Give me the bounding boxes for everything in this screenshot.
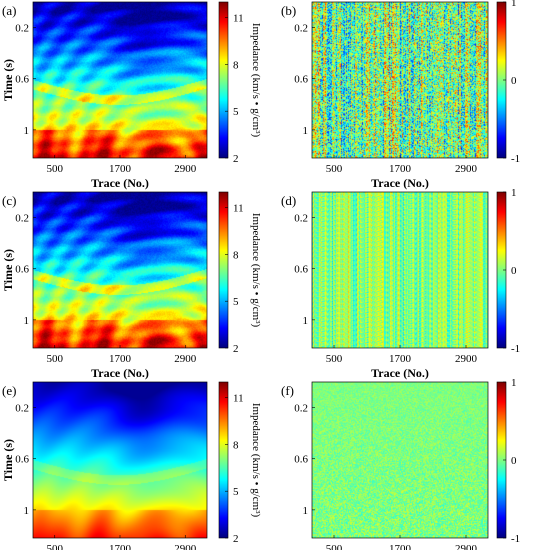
colorbar-4: [219, 382, 228, 538]
colorbar-tick-label: 11: [233, 203, 244, 215]
x-tick-label: 2900: [455, 163, 478, 175]
colorbar-tick-label: 8: [233, 439, 239, 451]
panel-c: (c) 500 1700 2900 0.2 0.6 1 Trace (No.) Time (s): [1, 191, 208, 380]
panel-label: (a): [2, 3, 16, 18]
colorbar-tick-label: 0: [511, 75, 517, 87]
colorbar-tick-label: 5: [233, 106, 239, 118]
panel-b: (b) 500 1700 2900 0.2 0.6 1 Trace (No.): [281, 1, 489, 190]
panel-label: (b): [281, 3, 296, 18]
colorbar-label: Impedance (km/s • g/cm³): [250, 213, 262, 328]
heatmap-image: [33, 2, 207, 158]
panel-label: (d): [281, 193, 296, 208]
colorbar-tick-label: 11: [233, 13, 244, 25]
x-tick-label: 500: [47, 163, 64, 175]
y-tick-label: 1: [303, 505, 309, 517]
y-axis-label: Time (s): [1, 249, 15, 291]
colorbar-tick-label: -1: [511, 533, 520, 545]
y-tick-label: 1: [303, 315, 309, 327]
x-tick-label: 500: [326, 163, 343, 175]
heatmap-image: [33, 192, 207, 348]
colorbar-frame: [218, 381, 229, 539]
panel-d: (d) 500 1700 2900 0.2 0.6 1 Trace (No.): [281, 191, 489, 380]
colorbar-tick-label: -1: [511, 153, 520, 165]
heatmap-image: [33, 382, 207, 538]
x-tick-label: 500: [326, 353, 343, 365]
y-tick-label: 0.6: [15, 264, 29, 276]
y-tick-label: 1: [303, 125, 309, 137]
x-tick-label: 1700: [389, 353, 412, 365]
x-tick-label: 2900: [174, 543, 197, 550]
colorbar-tick-label: 8: [233, 249, 239, 261]
colorbar-tick-label: 0: [511, 455, 517, 467]
y-tick-label: 0.2: [15, 213, 29, 225]
colorbar-5: [497, 382, 506, 538]
colorbar-0: [219, 2, 228, 158]
y-tick-label: 0.2: [294, 403, 308, 415]
colorbar-tick-label: 0: [511, 265, 517, 277]
y-tick-label: 0.2: [15, 403, 29, 415]
y-tick-label: 0.2: [15, 23, 29, 35]
colorbar-frame: [218, 191, 229, 349]
y-axis-label: Time (s): [1, 439, 15, 481]
x-tick-label: 2900: [174, 353, 197, 365]
y-axis-label: Time (s): [1, 59, 15, 101]
x-tick-label: 1700: [389, 163, 412, 175]
heatmap-image: [312, 382, 488, 538]
y-tick-label: 1: [24, 505, 30, 517]
panel-label: (e): [2, 383, 16, 398]
x-tick-label: 2900: [455, 353, 478, 365]
colorbar-1: [497, 2, 506, 158]
colorbar-label: Impedance (km/s • g/cm³): [250, 403, 262, 518]
heatmap-image: [312, 192, 488, 348]
x-tick-label: 2900: [455, 543, 478, 550]
colorbar-tick-label: -1: [511, 343, 520, 355]
x-tick-label: 2900: [174, 163, 197, 175]
colorbar-tick-label: 5: [233, 486, 239, 498]
x-tick-label: 1700: [389, 543, 412, 550]
y-tick-label: 1: [24, 315, 30, 327]
colorbar-tick-label: 8: [233, 59, 239, 71]
colorbar-label: Impedance (km/s • g/cm³): [250, 23, 262, 138]
colorbar-tick-label: 1: [511, 377, 517, 389]
colorbar-3: [497, 192, 506, 348]
x-tick-label: 500: [47, 543, 64, 550]
colorbar-tick-label: 1: [511, 0, 517, 9]
y-tick-label: 0.6: [15, 74, 29, 86]
x-axis-label: Trace (No.): [371, 366, 429, 380]
x-axis-label: Trace (No.): [91, 176, 149, 190]
panel-a: (a) 500 1700 2900 0.2 0.6 1 Trace (No.) Time (s): [1, 1, 208, 190]
y-tick-label: 0.6: [294, 454, 308, 466]
colorbar-frame: [218, 1, 229, 159]
colorbar-tick-label: 2: [233, 343, 239, 355]
colorbar-tick-label: 5: [233, 296, 239, 308]
y-tick-label: 1: [24, 125, 30, 137]
panel-label: (c): [2, 193, 16, 208]
heatmap-image: [312, 2, 488, 158]
colorbar-tick-label: 2: [233, 153, 239, 165]
y-tick-label: 0.6: [294, 74, 308, 86]
y-tick-label: 0.2: [294, 23, 308, 35]
x-axis-label: Trace (No.): [371, 176, 429, 190]
panel-label: (f): [281, 383, 294, 398]
y-tick-label: 0.2: [294, 213, 308, 225]
colorbar-2: [219, 192, 228, 348]
x-tick-label: 1700: [109, 353, 132, 365]
x-tick-label: 1700: [109, 543, 132, 550]
x-tick-label: 1700: [109, 163, 132, 175]
colorbar-tick-label: 1: [511, 187, 517, 199]
y-tick-label: 0.6: [15, 454, 29, 466]
x-tick-label: 500: [47, 353, 64, 365]
y-tick-label: 0.6: [294, 264, 308, 276]
x-axis-label: Trace (No.): [91, 366, 149, 380]
colorbar-tick-label: 2: [233, 533, 239, 545]
colorbar-tick-label: 11: [233, 393, 244, 405]
x-tick-label: 500: [326, 543, 343, 550]
